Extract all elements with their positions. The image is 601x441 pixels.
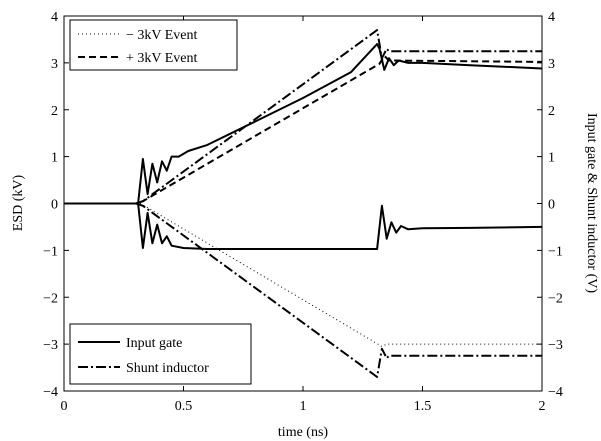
x-tick-label: 0.5	[175, 399, 193, 414]
series-shunt-inductor	[64, 202, 542, 378]
x-tick-label: 1	[300, 399, 307, 414]
y-tick-label-right: 1	[548, 151, 555, 166]
y-axis-label-right: Input gate & Shunt inductor (V)	[584, 113, 599, 293]
y-tick-label-left: 3	[51, 57, 58, 72]
series-input-gate	[64, 202, 543, 250]
y-tick-label-right: −3	[548, 338, 563, 353]
y-tick-label-left: 2	[51, 104, 58, 119]
y-tick-label-right: 2	[548, 104, 555, 119]
y-tick-label-left: 1	[51, 151, 58, 166]
legend-input-gate-label: Input gate	[126, 336, 182, 351]
x-tick-label: 1.5	[414, 399, 432, 414]
legend-shunt-inductor-label: Shunt inductor	[126, 361, 209, 376]
legend-minus-3kv-label: − 3kV Event	[126, 28, 198, 43]
series-layer	[64, 29, 543, 378]
y-tick-label-left: −2	[43, 291, 58, 306]
series-3kv-event	[64, 54, 543, 205]
y-tick-label-right: 4	[548, 10, 555, 25]
series-3kv-event	[64, 203, 542, 347]
y-tick-label-left: 0	[51, 198, 58, 213]
ticks-layer: 0 0.5 1 1.5 2−4 −4−3 −3−2 −2−1 −10 01 12 23 34 4	[43, 10, 563, 414]
legend-top-box	[69, 19, 238, 71]
y-tick-label-right: −1	[548, 244, 563, 259]
series-input-gate	[64, 43, 543, 205]
legend-bottom-box	[69, 323, 252, 385]
legend-top: − 3kV Event + 3kV Event	[69, 19, 238, 71]
y-tick-label-left: −1	[43, 244, 58, 259]
y-tick-label-left: 4	[51, 10, 58, 25]
legend-bottom: Input gate Shunt inductor	[69, 323, 252, 385]
legend-plus-3kv-label: + 3kV Event	[126, 51, 198, 66]
y-tick-label-left: −4	[43, 385, 58, 400]
x-axis-label: time (ns)	[278, 425, 328, 440]
y-tick-label-right: −2	[548, 291, 563, 306]
y-tick-label-right: −4	[548, 385, 563, 400]
x-tick-label: 0	[61, 399, 68, 414]
y-tick-label-right: 0	[548, 198, 555, 213]
y-axis-label-left: ESD (kV)	[11, 174, 26, 231]
y-tick-label-right: 3	[548, 57, 555, 72]
y-tick-label-left: −3	[43, 338, 58, 353]
x-tick-label: 2	[539, 399, 546, 414]
